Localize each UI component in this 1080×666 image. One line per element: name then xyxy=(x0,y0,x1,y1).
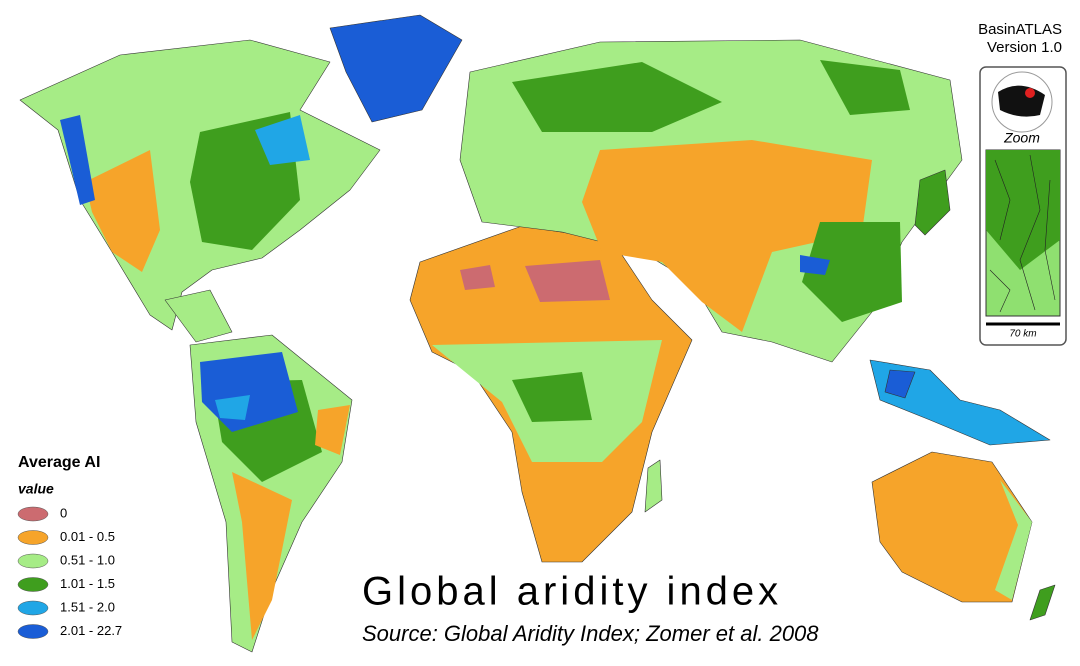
zone xyxy=(315,405,350,455)
zone xyxy=(802,222,902,322)
zone xyxy=(995,480,1032,600)
japan xyxy=(914,169,951,236)
australia xyxy=(871,451,1033,603)
madagascar xyxy=(644,459,663,513)
legend-swatch xyxy=(17,506,49,522)
zone xyxy=(582,140,872,332)
new-zealand xyxy=(1029,584,1056,621)
legend-label: 0.01 - 0.5 xyxy=(60,529,115,544)
greenland xyxy=(329,14,463,123)
source: Source: Global Aridity Index; Zomer et a… xyxy=(362,621,819,646)
zone xyxy=(512,62,722,132)
inset-basins xyxy=(989,154,1056,313)
islands xyxy=(884,369,916,399)
zone xyxy=(85,150,160,272)
legend-swatch xyxy=(17,624,49,639)
legend-swatch xyxy=(17,530,49,545)
legend-subtitle: value xyxy=(18,481,54,497)
zone xyxy=(525,260,610,302)
brand: BasinATLAS xyxy=(978,21,1062,38)
pin xyxy=(1025,88,1035,98)
legend: Average AI value 0 0.01 - 0.5 0.51 - 1.0 1.… xyxy=(17,454,122,639)
inset: Zoom 70 km xyxy=(979,66,1067,346)
legend-label: 0 xyxy=(60,505,67,520)
zone xyxy=(60,115,95,205)
zone xyxy=(800,255,830,275)
legend-title: Average AI xyxy=(18,454,100,471)
legend-swatch xyxy=(17,577,49,592)
scale-label: 70 km xyxy=(1009,329,1036,340)
legend-swatch xyxy=(17,600,49,616)
islands xyxy=(869,359,1051,446)
central-america xyxy=(164,289,233,343)
map-title: Global aridity index xyxy=(362,570,782,614)
header: BasinATLAS Version 1.0 xyxy=(978,21,1062,56)
zone xyxy=(512,372,592,422)
world-map xyxy=(19,14,1056,653)
zone xyxy=(255,115,310,165)
legend-label: 1.01 - 1.5 xyxy=(60,576,115,591)
version: Version 1.0 xyxy=(987,39,1062,56)
inset-label: Zoom xyxy=(1003,130,1040,146)
zone xyxy=(820,60,910,115)
legend-label: 1.51 - 2.0 xyxy=(60,599,115,614)
zone xyxy=(215,395,250,420)
zone xyxy=(232,472,292,640)
inset-zone xyxy=(986,150,1060,270)
zone xyxy=(460,265,495,290)
legend-swatch xyxy=(17,553,49,569)
legend-label: 0.51 - 1.0 xyxy=(60,552,115,567)
legend-label: 2.01 - 22.7 xyxy=(60,623,122,638)
